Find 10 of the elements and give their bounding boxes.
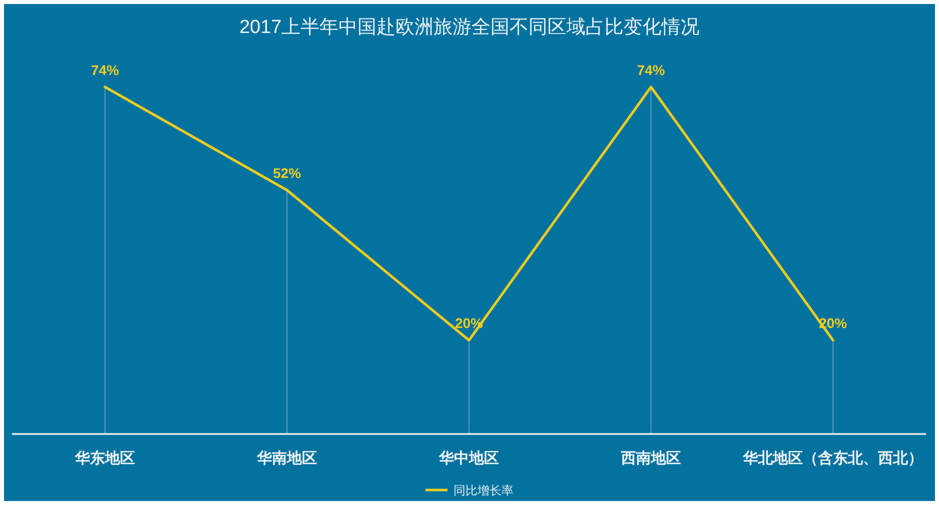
x-tick-label: 华中地区 [438,450,499,467]
x-tick-label: 华东地区 [74,449,135,467]
x-tick-label: 西南地区 [620,450,681,467]
data-label: 74% [90,62,120,78]
x-tick-label: 华北地区（含东北、西北） [742,449,923,467]
data-label: 74% [636,62,666,78]
chart-title: 2017上半年中国赴欧洲旅游全国不同区域占比变化情况 [239,16,700,38]
legend-label: 同比增长率 [454,484,514,498]
data-label: 52% [272,165,302,182]
x-tick-label: 华南地区 [256,450,317,467]
